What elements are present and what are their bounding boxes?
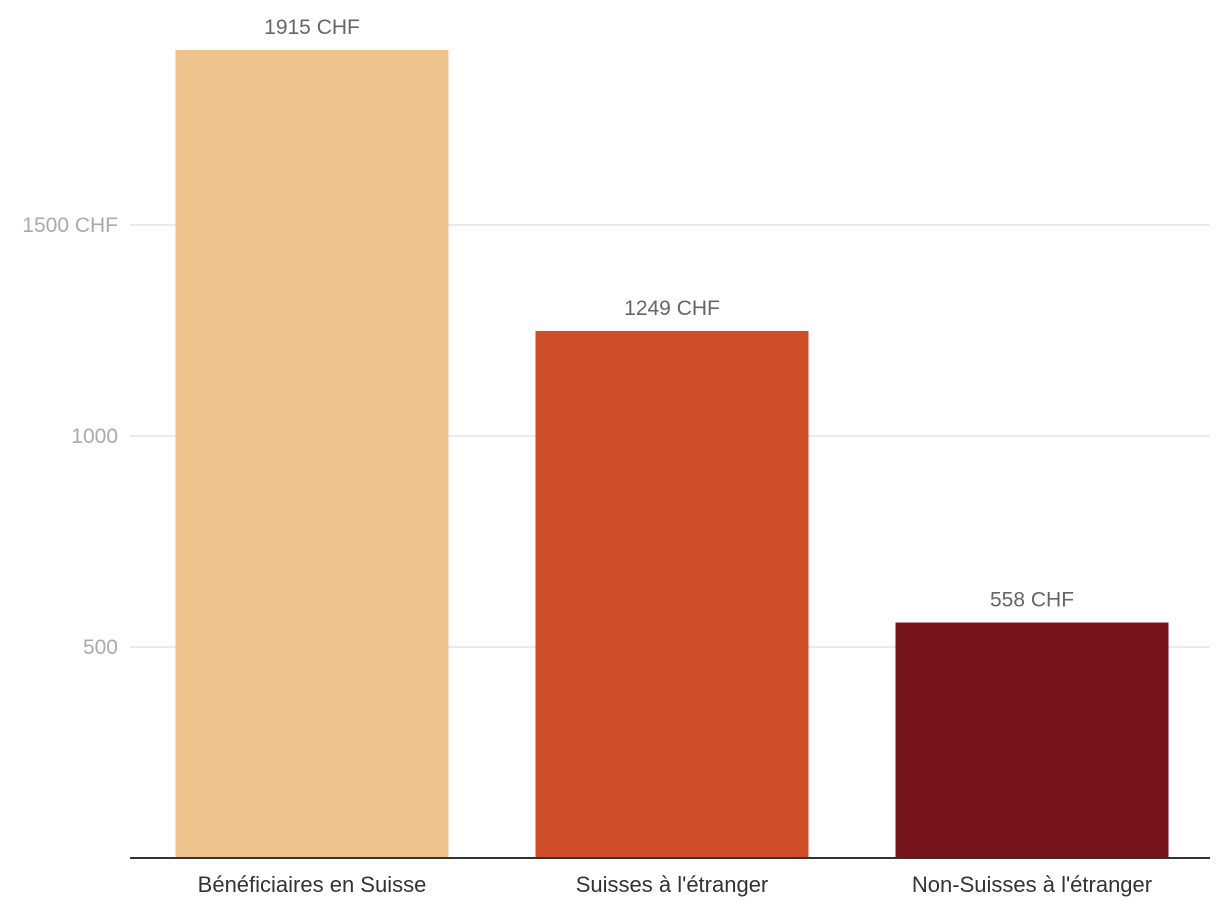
bar-3: [895, 622, 1169, 858]
y-tick-label-1500: 1500 CHF: [22, 214, 118, 237]
data-label-2: 1249 CHF: [624, 297, 720, 320]
y-tick-label-1000: 1000: [71, 425, 118, 448]
data-labels: 1915 CHF 1249 CHF 558 CHF: [264, 16, 1074, 612]
data-label-3: 558 CHF: [990, 589, 1074, 612]
bars: [175, 49, 1169, 859]
bar-2: [535, 330, 809, 858]
axes: 500 1000 1500 CHF Bénéficiaires en Suisse Su…: [22, 214, 1210, 897]
bar-1: [175, 49, 449, 859]
data-label-1: 1915 CHF: [264, 16, 360, 39]
x-tick-label-2: Suisses à l'étranger: [576, 872, 769, 897]
x-tick-label-3: Non-Suisses à l'étranger: [912, 872, 1152, 897]
x-tick-label-1: Bénéficiaires en Suisse: [198, 872, 427, 897]
y-tick-label-500: 500: [83, 636, 118, 659]
